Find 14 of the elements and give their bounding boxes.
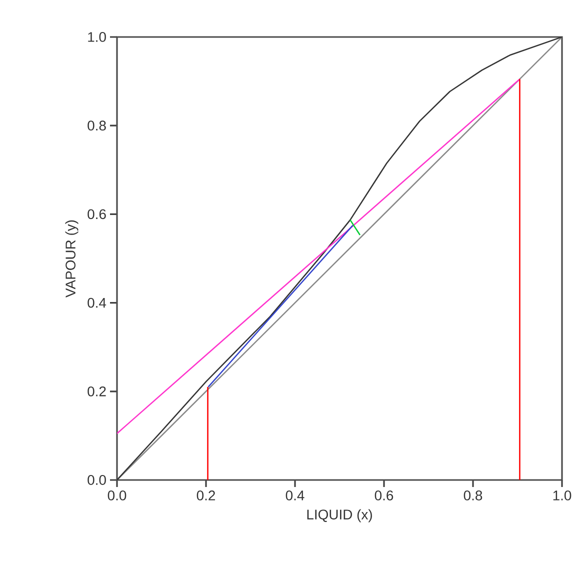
x-tick-label: 0.4 (286, 490, 304, 500)
y-tick-label: 0.4 (88, 298, 106, 308)
y-axis-title: VAPOUR (y) (65, 220, 78, 298)
y-tick-label: 0.6 (88, 209, 106, 220)
y-tick-label: 0.2 (88, 386, 106, 396)
x-axis-title: LIQUID (x) (307, 509, 372, 522)
y-tick-label: 0.8 (88, 120, 106, 131)
x-tick-label: 0.0 (108, 490, 126, 500)
x-tick-label: 1.0 (553, 490, 572, 500)
x-tick-label: 0.6 (374, 490, 394, 500)
y-tick-label: 0.0 (88, 475, 106, 485)
y-tick-label: 1.0 (88, 32, 106, 42)
x-tick-label: 0.8 (464, 490, 482, 500)
x-tick-label: 0.2 (196, 490, 215, 500)
